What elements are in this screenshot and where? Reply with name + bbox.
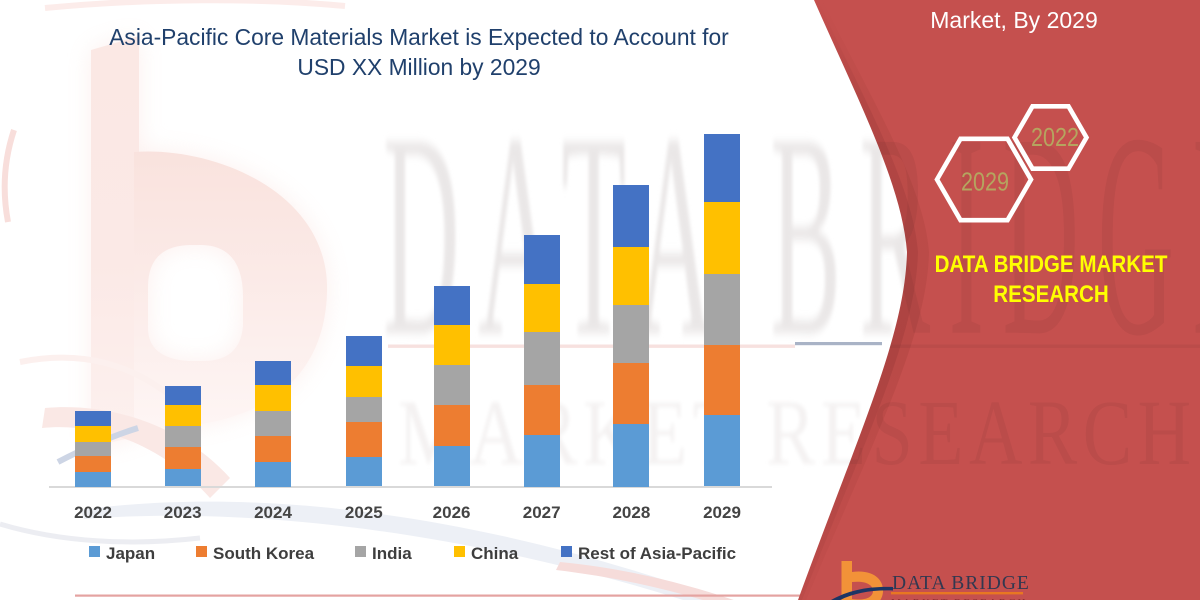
svg-text:MARKET RESEARCH: MARKET RESEARCH	[891, 597, 1027, 600]
svg-text:DATA BRIDGE: DATA BRIDGE	[892, 573, 1030, 594]
svg-text:2029: 2029	[961, 167, 1009, 197]
svg-text:MARKET RESEARCH: MARKET RESEARCH	[398, 382, 1197, 485]
svg-text:2022: 2022	[1031, 122, 1079, 152]
